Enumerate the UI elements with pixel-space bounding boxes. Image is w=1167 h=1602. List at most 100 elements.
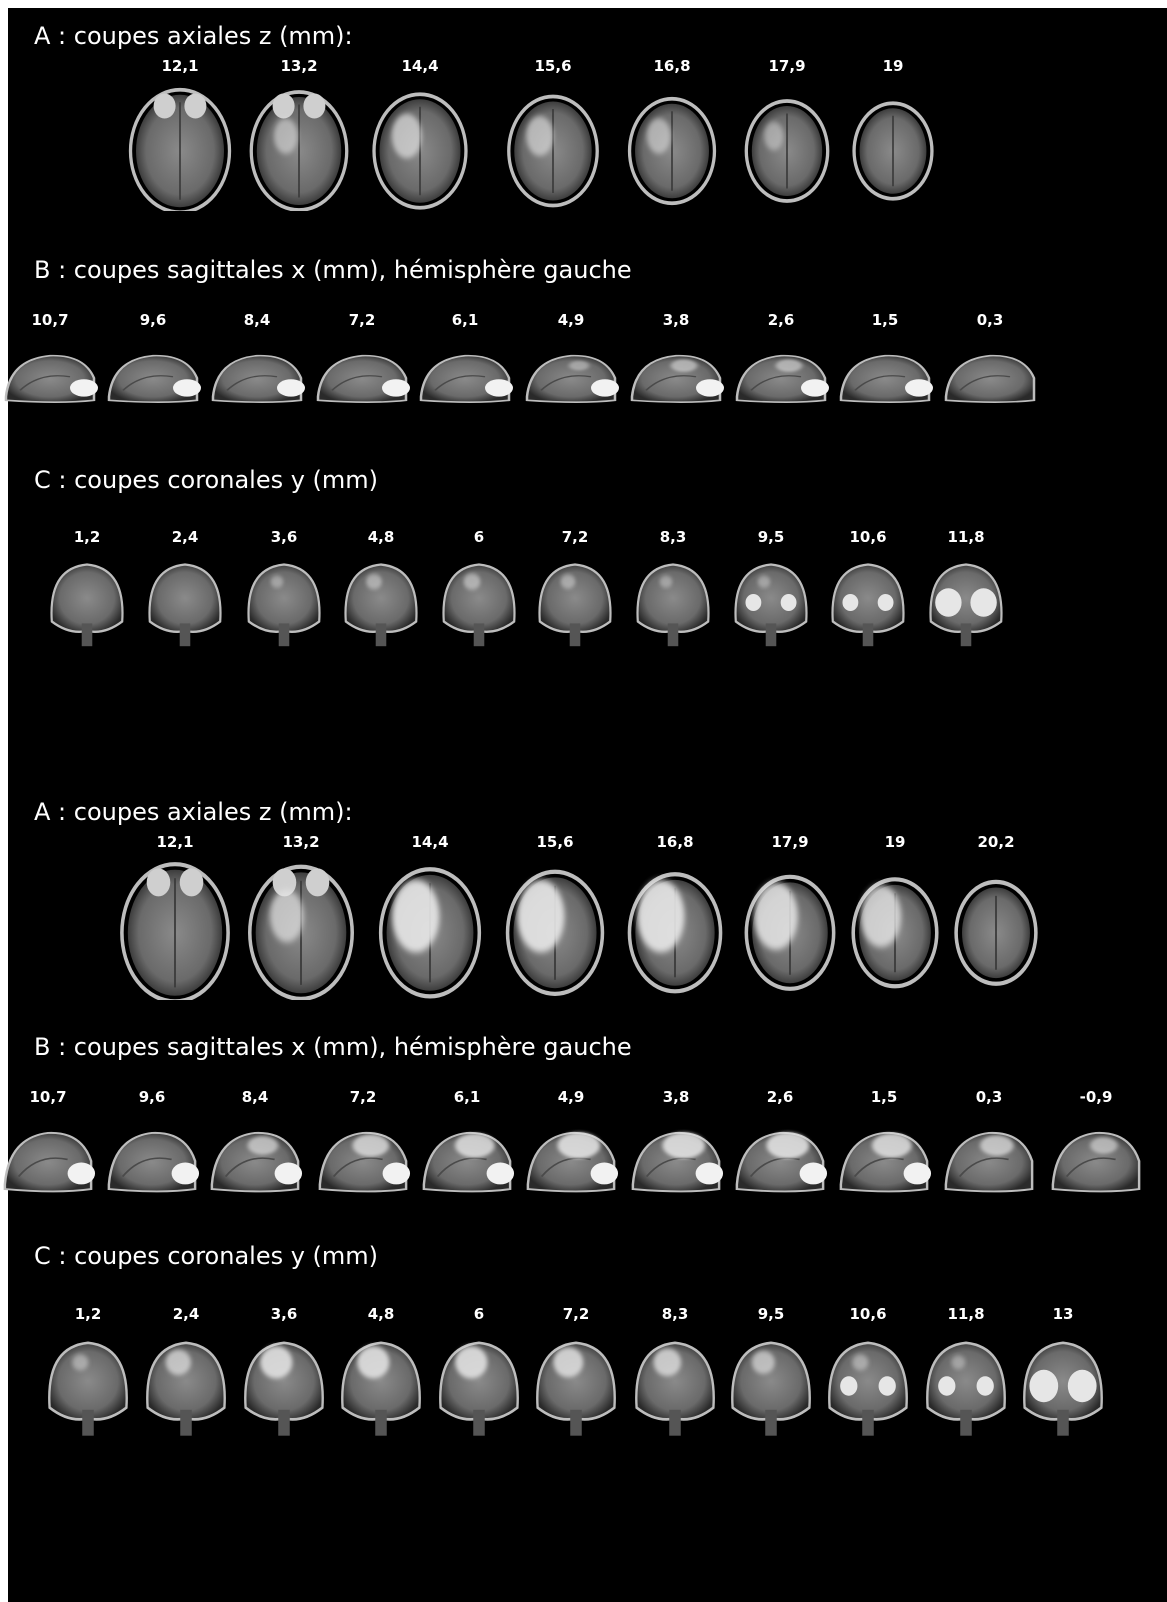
p2-axial-label-7: 20,2 — [977, 833, 1015, 851]
p1-coronal-slice-0 — [43, 555, 131, 650]
p2-sagittal-label-3: 7,2 — [349, 1088, 377, 1106]
p2-sagittal-label-10: -0,9 — [1079, 1088, 1113, 1106]
p2-sagittal-label-4: 6,1 — [453, 1088, 481, 1106]
p2-coronal-label-3: 4,8 — [367, 1305, 395, 1323]
panel2-sagittal-title: B : coupes sagittales x (mm), hémisphère… — [34, 1033, 632, 1061]
p2-sagittal-slice-3 — [314, 1122, 412, 1200]
p1-sagittal-label-0: 10,7 — [31, 311, 69, 329]
p2-coronal-slice-9 — [918, 1332, 1014, 1440]
p1-sagittal-slice-4 — [415, 347, 515, 409]
p2-axial-slice-5 — [731, 860, 849, 1000]
p1-coronal-label-9: 11,8 — [947, 528, 985, 546]
p1-coronal-label-5: 7,2 — [561, 528, 589, 546]
p2-coronal-slice-8 — [820, 1332, 916, 1440]
p2-sagittal-label-5: 4,9 — [557, 1088, 585, 1106]
p2-axial-label-1: 13,2 — [282, 833, 320, 851]
p2-axial-label-6: 19 — [884, 833, 906, 851]
p2-coronal-slice-0 — [40, 1332, 136, 1440]
p1-axial-slice-4 — [617, 86, 727, 211]
p1-axial-slice-1 — [244, 86, 354, 211]
p2-sagittal-label-6: 3,8 — [662, 1088, 690, 1106]
p2-axial-label-5: 17,9 — [771, 833, 809, 851]
p2-axial-slice-4 — [616, 860, 734, 1000]
p2-axial-slice-1 — [242, 860, 360, 1000]
p1-sagittal-slice-3 — [312, 347, 412, 409]
p2-sagittal-slice-1 — [103, 1122, 201, 1200]
p2-sagittal-slice-7 — [731, 1122, 829, 1200]
p1-coronal-slice-4 — [435, 555, 523, 650]
p1-axial-label-1: 13,2 — [280, 57, 318, 75]
p2-sagittal-label-7: 2,6 — [766, 1088, 794, 1106]
p2-coronal-slice-5 — [528, 1332, 624, 1440]
p1-sagittal-label-7: 2,6 — [767, 311, 795, 329]
p2-coronal-label-6: 8,3 — [661, 1305, 689, 1323]
p1-sagittal-slice-5 — [521, 347, 621, 409]
p1-coronal-slice-3 — [337, 555, 425, 650]
p2-coronal-label-1: 2,4 — [172, 1305, 200, 1323]
p1-coronal-label-7: 9,5 — [757, 528, 785, 546]
p2-axial-label-0: 12,1 — [156, 833, 194, 851]
p1-sagittal-label-8: 1,5 — [871, 311, 899, 329]
p2-sagittal-label-8: 1,5 — [870, 1088, 898, 1106]
p2-coronal-slice-2 — [236, 1332, 332, 1440]
p2-sagittal-label-0: 10,7 — [29, 1088, 67, 1106]
p1-coronal-slice-8 — [824, 555, 912, 650]
figure-canvas: A : coupes axiales z (mm): B : coupes sa… — [3, 8, 1167, 1602]
p1-sagittal-label-3: 7,2 — [348, 311, 376, 329]
p1-axial-label-3: 15,6 — [534, 57, 572, 75]
p1-sagittal-slice-9 — [940, 347, 1040, 409]
p1-coronal-label-8: 10,6 — [849, 528, 887, 546]
panel1-coronal-title: C : coupes coronales y (mm) — [34, 466, 379, 494]
p2-coronal-label-10: 13 — [1052, 1305, 1074, 1323]
p1-sagittal-slice-2 — [207, 347, 307, 409]
p2-sagittal-slice-4 — [418, 1122, 516, 1200]
p1-sagittal-label-2: 8,4 — [243, 311, 271, 329]
p2-coronal-label-4: 6 — [473, 1305, 485, 1323]
p1-sagittal-slice-7 — [731, 347, 831, 409]
p1-coronal-slice-1 — [141, 555, 229, 650]
p1-coronal-label-1: 2,4 — [171, 528, 199, 546]
p2-sagittal-label-2: 8,4 — [241, 1088, 269, 1106]
p2-coronal-slice-7 — [723, 1332, 819, 1440]
p1-sagittal-label-4: 6,1 — [451, 311, 479, 329]
p1-sagittal-slice-6 — [626, 347, 726, 409]
p2-coronal-slice-3 — [333, 1332, 429, 1440]
p1-coronal-label-2: 3,6 — [270, 528, 298, 546]
p2-coronal-slice-1 — [138, 1332, 234, 1440]
p2-sagittal-slice-0 — [0, 1122, 97, 1200]
p1-axial-slice-6 — [838, 86, 948, 211]
p1-sagittal-slice-1 — [103, 347, 203, 409]
p2-axial-slice-3 — [496, 860, 614, 1000]
p2-axial-slice-0 — [116, 860, 234, 1000]
p1-sagittal-slice-0 — [0, 347, 100, 409]
p1-sagittal-slice-8 — [835, 347, 935, 409]
p1-coronal-label-0: 1,2 — [73, 528, 101, 546]
p1-sagittal-label-5: 4,9 — [557, 311, 585, 329]
p2-coronal-label-7: 9,5 — [757, 1305, 785, 1323]
p1-axial-slice-5 — [732, 86, 842, 211]
panel2-coronal-title: C : coupes coronales y (mm) — [34, 1242, 379, 1270]
p2-coronal-label-8: 10,6 — [849, 1305, 887, 1323]
p2-coronal-label-9: 11,8 — [947, 1305, 985, 1323]
p2-sagittal-slice-10 — [1047, 1122, 1145, 1200]
p2-coronal-slice-4 — [431, 1332, 527, 1440]
p1-sagittal-label-6: 3,8 — [662, 311, 690, 329]
p2-coronal-slice-6 — [627, 1332, 723, 1440]
p1-coronal-slice-2 — [240, 555, 328, 650]
p1-axial-label-2: 14,4 — [401, 57, 439, 75]
p2-axial-label-3: 15,6 — [536, 833, 574, 851]
p2-coronal-label-0: 1,2 — [74, 1305, 102, 1323]
p1-axial-slice-3 — [498, 86, 608, 211]
p2-axial-slice-6 — [836, 860, 954, 1000]
p2-sagittal-slice-8 — [835, 1122, 933, 1200]
p1-axial-label-6: 19 — [882, 57, 904, 75]
panel1-sagittal-title: B : coupes sagittales x (mm), hémisphère… — [34, 256, 632, 284]
p1-axial-label-0: 12,1 — [161, 57, 199, 75]
p1-sagittal-label-9: 0,3 — [976, 311, 1004, 329]
p1-coronal-label-4: 6 — [473, 528, 485, 546]
p1-coronal-slice-5 — [531, 555, 619, 650]
p2-axial-label-4: 16,8 — [656, 833, 694, 851]
p2-sagittal-slice-5 — [522, 1122, 620, 1200]
p1-coronal-slice-9 — [922, 555, 1010, 650]
p1-coronal-label-6: 8,3 — [659, 528, 687, 546]
